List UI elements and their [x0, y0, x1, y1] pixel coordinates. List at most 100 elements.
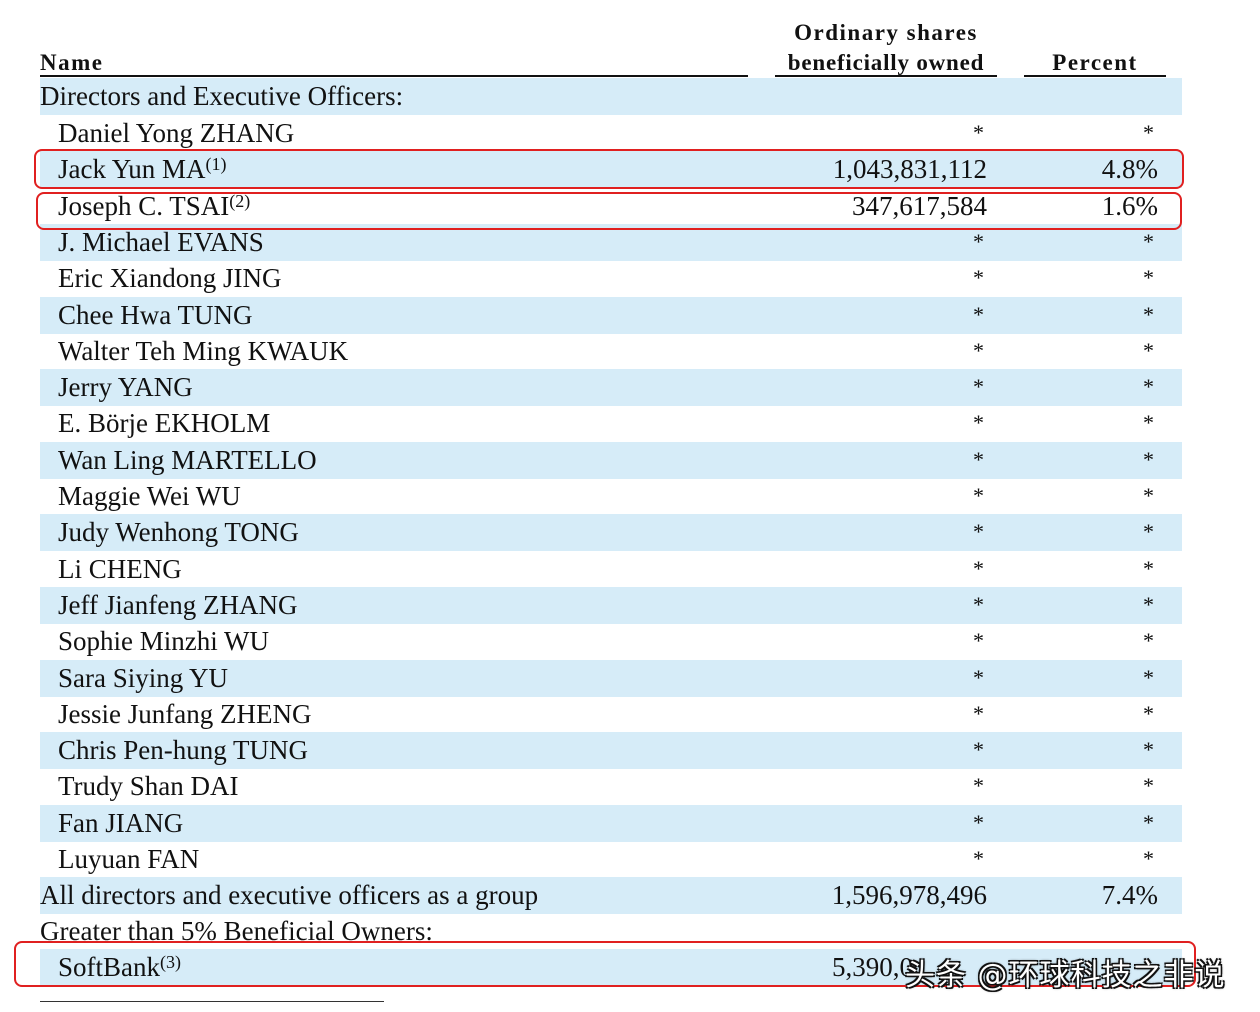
person-name: E. Börje EKHOLM [58, 408, 271, 438]
table-row: Luyuan FAN * * [40, 841, 1182, 878]
column-header-shares-line2: beneficially owned [787, 50, 985, 75]
person-name: Wan Ling MARTELLO [58, 445, 317, 475]
person-name: Eric Xiandong JING [58, 263, 282, 293]
person-name: Li CHENG [58, 554, 182, 584]
shares-owned: * [973, 410, 984, 435]
table-row: E. Börje EKHOLM * * [40, 405, 1182, 442]
table-row: Jack Yun MA(1) 1,043,831,112 4.8% [40, 151, 1182, 188]
section-label: Directors and Executive Officers: [40, 81, 404, 111]
shares-owned: * [973, 447, 984, 472]
person-name: Jerry YANG [58, 372, 193, 402]
table-row: Li CHENG * * [40, 551, 1182, 588]
table-row: Walter Teh Ming KWAUK * * [40, 333, 1182, 370]
shares-owned: * [973, 701, 984, 726]
person-name: Luyuan FAN [58, 844, 200, 874]
highlight-box-jack-ma [34, 149, 1184, 189]
person-name: Fan JIANG [58, 808, 184, 838]
person-name: Jessie Junfang ZHENG [58, 699, 312, 729]
footnote-marker: (2) [229, 191, 251, 211]
percent-owned: * [1143, 120, 1154, 145]
table-row: Chris Pen-hung TUNG * * [40, 732, 1182, 769]
table-row: Joseph C. TSAI(2) 347,617,584 1.6% [40, 188, 1182, 225]
table-row: Jessie Junfang ZHENG * * [40, 696, 1182, 733]
footnote-marker: (1) [205, 154, 227, 174]
softbank-name: SoftBank(3) [58, 952, 182, 982]
percent-owned: * [1143, 592, 1154, 617]
table-row: Fan JIANG * * [40, 805, 1182, 842]
column-header-percent: Percent [1052, 50, 1138, 75]
shares-owned: * [973, 592, 984, 617]
shares-owned: * [973, 229, 984, 254]
shares-owned: * [973, 556, 984, 581]
percent-owned: * [1143, 302, 1154, 327]
group-total-percent: 7.4% [1101, 880, 1158, 910]
percent-owned: * [1143, 737, 1154, 762]
person-name: Chee Hwa TUNG [58, 300, 253, 330]
person-name: Jack Yun MA(1) [58, 154, 227, 184]
shares-owned: 347,617,584 [852, 191, 987, 221]
group-total-row: All directors and executive officers as … [40, 877, 1182, 914]
shares-owned: * [973, 773, 984, 798]
person-name: Maggie Wei WU [58, 481, 241, 511]
highlight-box-joseph-tsai [36, 192, 1182, 230]
percent-owned: * [1143, 628, 1154, 653]
table-row: Trudy Shan DAI * * [40, 768, 1182, 805]
shares-owned: * [973, 846, 984, 871]
table-row: Jeff Jianfeng ZHANG * * [40, 587, 1182, 624]
table-row: Wan Ling MARTELLO * * [40, 442, 1182, 479]
shares-owned: * [973, 374, 984, 399]
shares-owned: * [973, 338, 984, 363]
highlight-box-softbank [14, 941, 1196, 987]
percent-owned: * [1143, 773, 1154, 798]
shares-owned: * [973, 302, 984, 327]
person-name: Walter Teh Ming KWAUK [58, 336, 349, 366]
percent-owned: 4.8% [1101, 154, 1158, 184]
header-rule-shares [775, 75, 997, 77]
table-row: Sophie Minzhi WU * * [40, 623, 1182, 660]
percent-owned: * [1143, 701, 1154, 726]
percent-owned: * [1143, 556, 1154, 581]
table-row: Eric Xiandong JING * * [40, 260, 1182, 297]
percent-owned: * [1143, 338, 1154, 363]
watermark-text: 头条 @环球科技之非说 [905, 958, 1226, 993]
header-rule-name [40, 75, 748, 77]
percent-owned: * [1143, 846, 1154, 871]
table-row: Jerry YANG * * [40, 369, 1182, 406]
percent-owned: * [1143, 483, 1154, 508]
group-total-label: All directors and executive officers as … [40, 880, 539, 910]
table-row: J. Michael EVANS * * [40, 224, 1182, 261]
softbank-shares: 5,390,0 [832, 952, 913, 982]
shares-owned: * [973, 519, 984, 544]
percent-owned: * [1143, 265, 1154, 290]
percent-owned: 1.6% [1101, 191, 1158, 221]
table-row: Sara Siying YU * * [40, 660, 1182, 697]
shares-owned: * [973, 120, 984, 145]
table-row: Daniel Yong ZHANG * * [40, 115, 1182, 152]
percent-owned: * [1143, 810, 1154, 835]
shares-owned: * [973, 265, 984, 290]
shares-owned: 1,043,831,112 [832, 154, 987, 184]
person-name: Joseph C. TSAI(2) [58, 191, 251, 221]
footnote-rule [40, 1001, 384, 1002]
shares-owned: * [973, 737, 984, 762]
column-header-shares-line1: Ordinary shares [794, 20, 978, 45]
shares-owned: * [973, 628, 984, 653]
column-header-name: Name [40, 50, 104, 75]
header-rule-percent [1024, 75, 1166, 77]
table-row: Maggie Wei WU * * [40, 478, 1182, 515]
percent-owned: * [1143, 447, 1154, 472]
percent-owned: * [1143, 665, 1154, 690]
percent-owned: * [1143, 374, 1154, 399]
shares-owned: * [973, 483, 984, 508]
person-name: Chris Pen-hung TUNG [58, 735, 309, 765]
person-name: Trudy Shan DAI [58, 771, 239, 801]
softbank-row: SoftBank(3) 5,390,0 [40, 949, 1182, 986]
table-row: Judy Wenhong TONG * * [40, 514, 1182, 551]
person-name: Jeff Jianfeng ZHANG [58, 590, 298, 620]
percent-owned: * [1143, 519, 1154, 544]
table-row: Chee Hwa TUNG * * [40, 297, 1182, 334]
person-name: Sophie Minzhi WU [58, 626, 269, 656]
percent-owned: * [1143, 410, 1154, 435]
person-name: Daniel Yong ZHANG [58, 118, 295, 148]
group-total-shares: 1,596,978,496 [831, 880, 987, 910]
